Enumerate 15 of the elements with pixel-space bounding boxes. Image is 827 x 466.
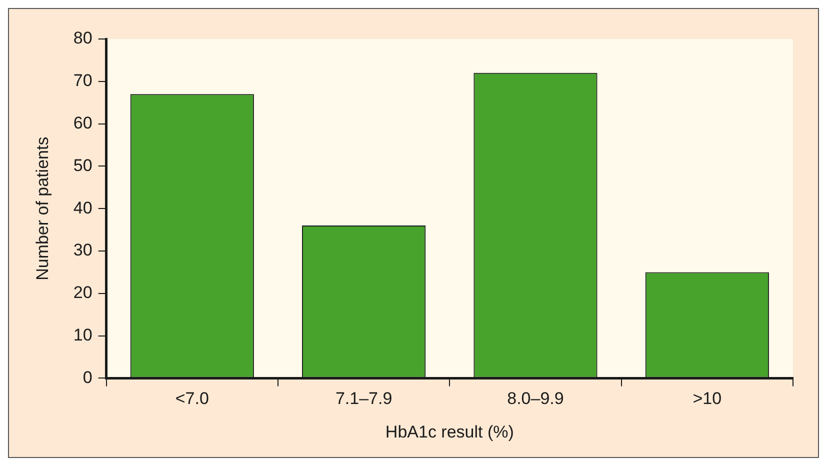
y-tick-label: 0 [82, 368, 92, 387]
y-tick-label: 60 [73, 113, 92, 132]
y-axis-title: Number of patients [32, 136, 52, 280]
y-tick-label: 20 [73, 283, 92, 302]
x-axis-title: HbA1c result (%) [385, 422, 514, 442]
x-tick-label: >10 [692, 389, 722, 408]
x-tick-label: <7.0 [175, 389, 209, 408]
y-tick-label: 30 [73, 240, 92, 260]
x-tick-label: 8.0–9.9 [507, 389, 564, 408]
y-tick-label: 70 [73, 71, 92, 90]
x-tick-label: 7.1–7.9 [335, 389, 392, 408]
y-tick-label: 80 [73, 28, 92, 48]
y-tick-label: 10 [73, 325, 92, 344]
y-tick-label: 50 [73, 156, 92, 175]
y-tick-label: 40 [73, 198, 92, 218]
